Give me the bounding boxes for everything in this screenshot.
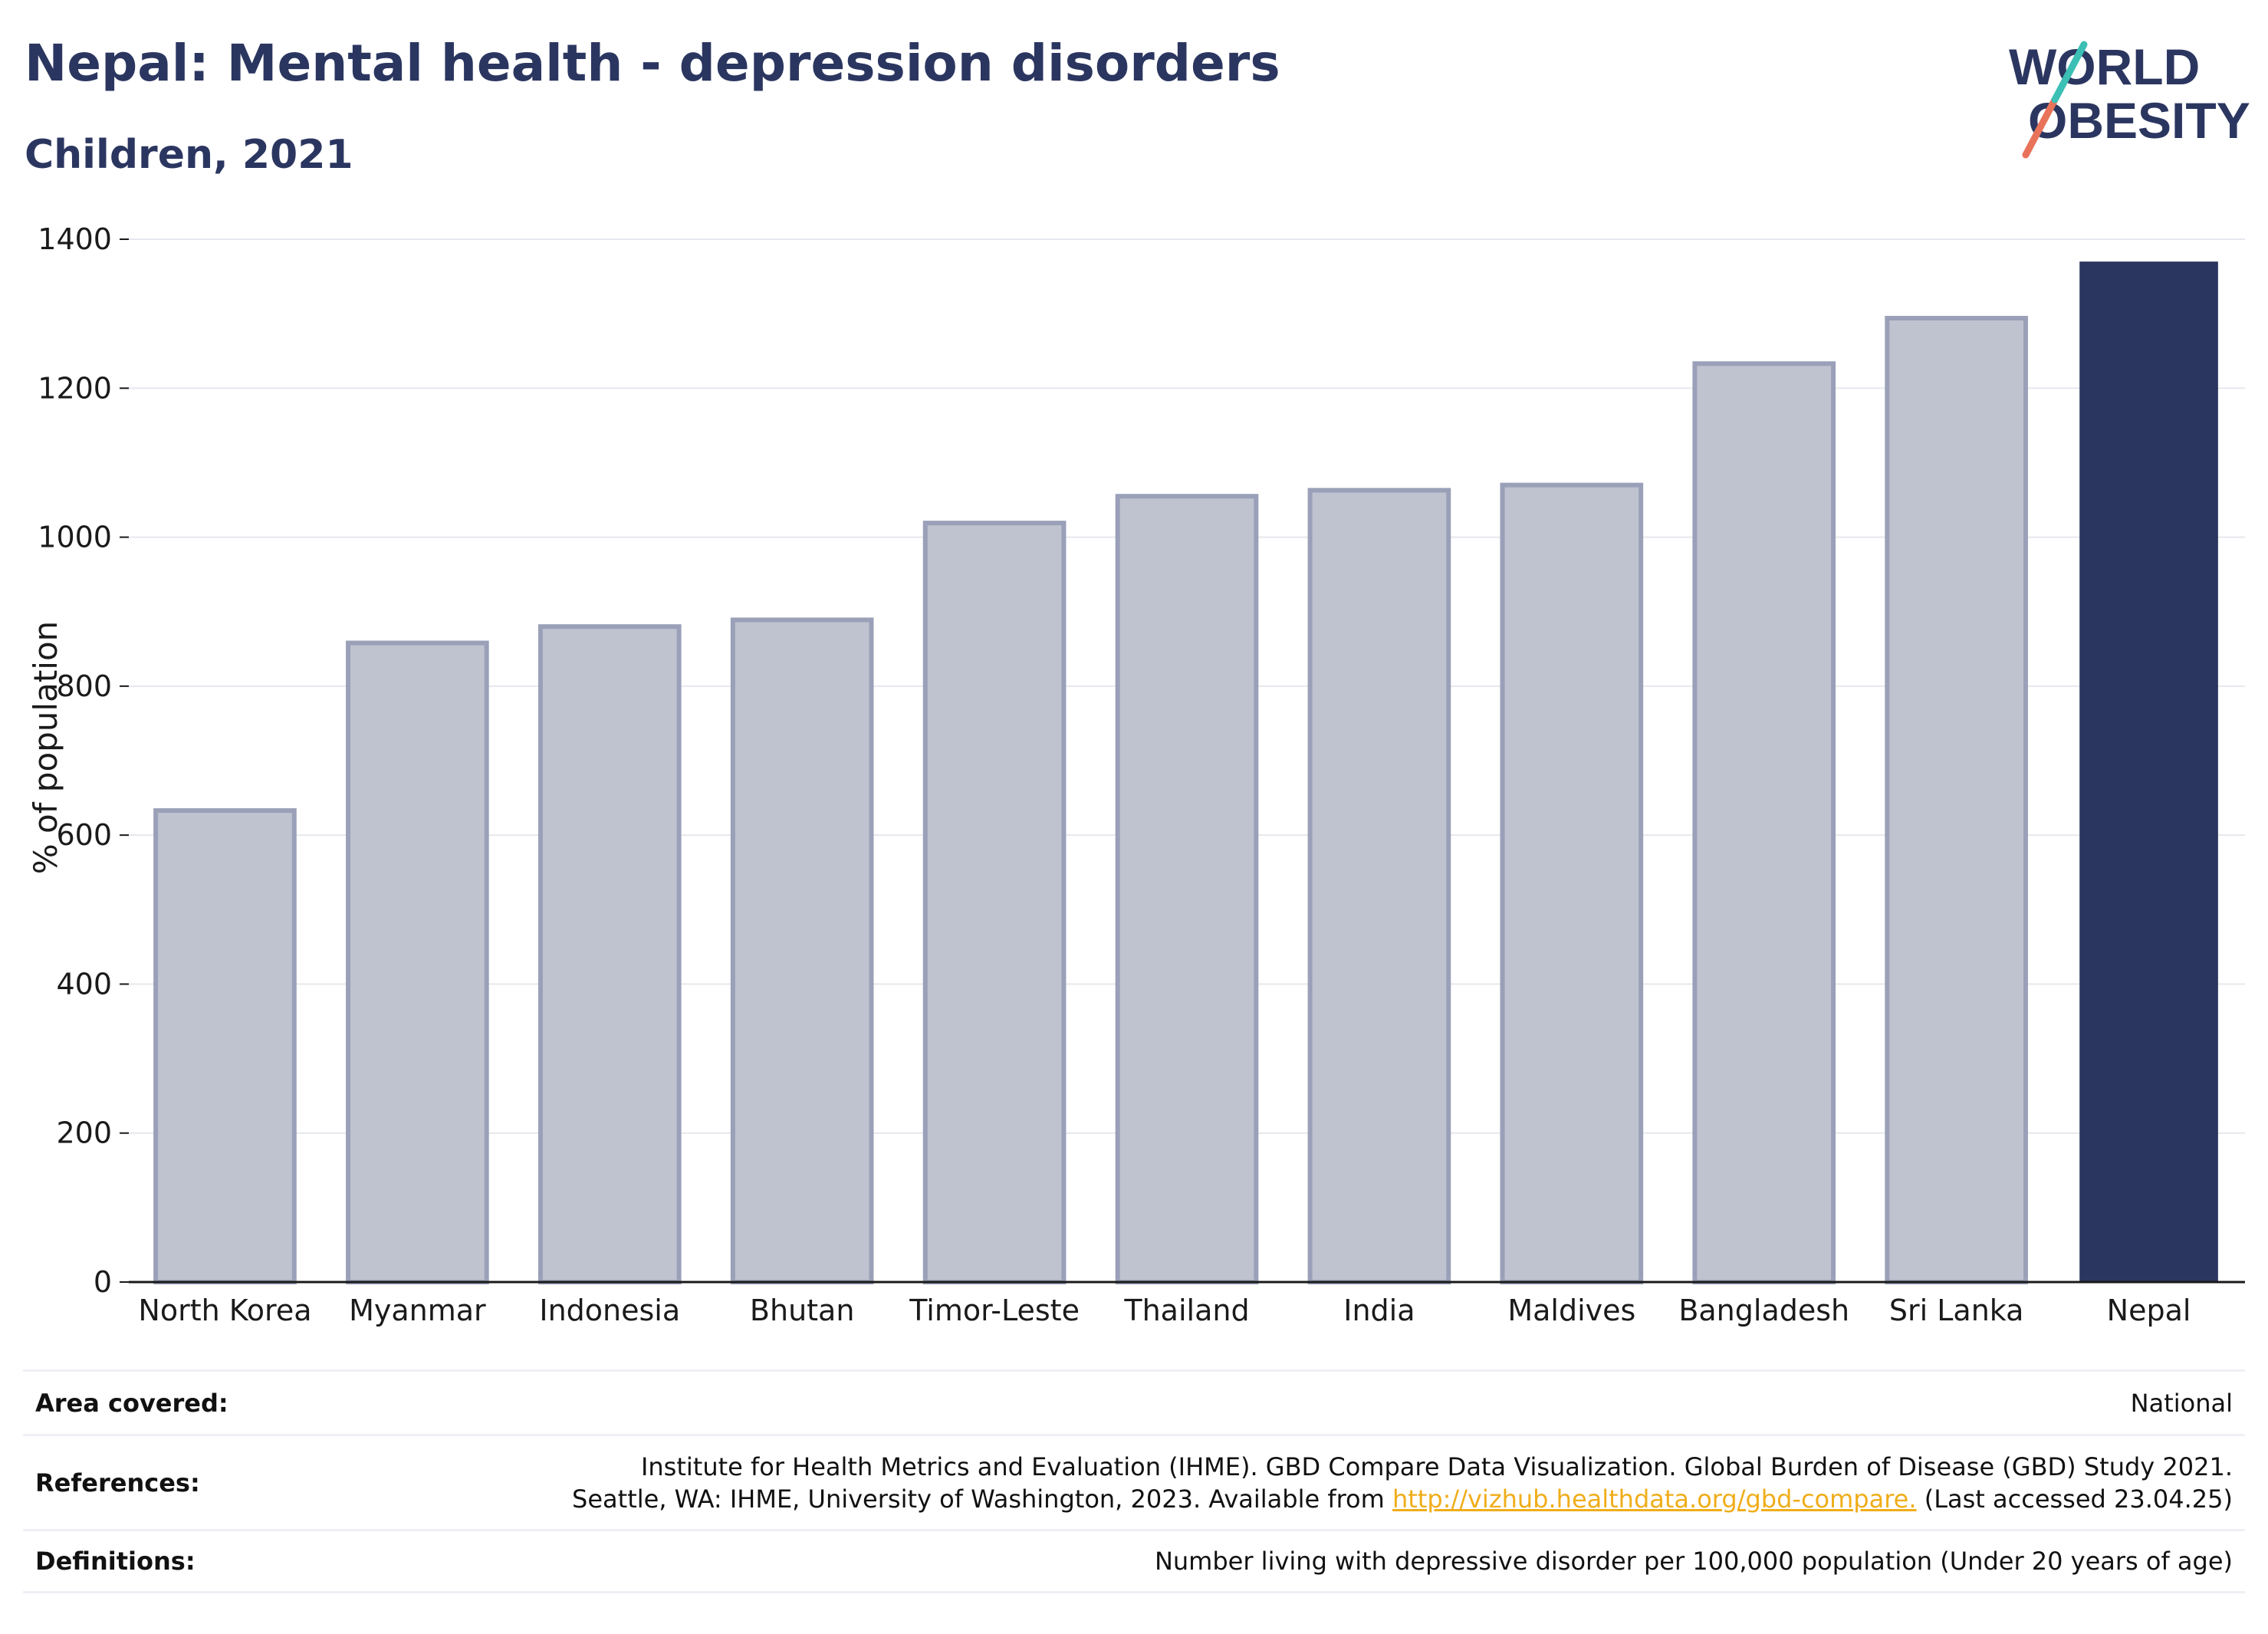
y-axis-label: % of population (27, 621, 64, 875)
y-tick-label: 0 (94, 1265, 112, 1299)
bar-sri-lanka (1885, 315, 2028, 1284)
x-tick-label: India (1343, 1294, 1415, 1327)
y-tick-label: 800 (56, 669, 112, 703)
bar-nepal (2079, 261, 2218, 1283)
info-row-area: Area covered: National (23, 1369, 2245, 1434)
x-tick-label: Maldives (1507, 1294, 1635, 1327)
info-row-references: References: Institute for Health Metrics… (23, 1434, 2245, 1529)
logo-line2: OBESITY (2028, 92, 2250, 149)
definitions-value: Number living with depressive disorder p… (1154, 1547, 2233, 1576)
x-tick-label: Timor-Leste (909, 1294, 1080, 1327)
area-label: Area covered: (35, 1388, 228, 1418)
bar-indonesia (537, 624, 682, 1284)
bar-bhutan (730, 617, 874, 1284)
references-line2-post: (Last accessed 23.04.25) (1916, 1484, 2233, 1514)
x-tick-label: Bhutan (750, 1294, 855, 1327)
y-tick-label: 600 (56, 818, 112, 852)
y-tick-label: 1400 (38, 222, 112, 256)
area-value: National (2130, 1388, 2233, 1418)
info-table: Area covered: National References: Insti… (23, 1369, 2245, 1593)
definitions-label: Definitions: (35, 1547, 196, 1576)
x-tick-label: Sri Lanka (1889, 1294, 2024, 1327)
references-link[interactable]: http://vizhub.healthdata.org/gbd-compare… (1392, 1484, 1917, 1514)
bar-timor-leste (922, 521, 1067, 1284)
axes: 0 200 400 600 800 1000 1200 1400 North Korea Myan… (38, 222, 2245, 1327)
y-tick-label: 400 (56, 967, 112, 1001)
x-tick-label: Myanmar (349, 1294, 486, 1327)
references-line1: Institute for Health Metrics and Evaluat… (640, 1452, 2233, 1481)
references-value: Institute for Health Metrics and Evaluat… (572, 1451, 2233, 1515)
x-tick-label: Indonesia (539, 1294, 680, 1327)
bar-thailand (1115, 494, 1259, 1285)
x-tick-label: Nepal (2107, 1294, 2191, 1327)
y-tick-label: 1200 (38, 371, 112, 405)
y-tick-label: 200 (56, 1116, 112, 1150)
bar-bangladesh (1692, 361, 1836, 1285)
bar-north-korea (153, 808, 297, 1284)
world-obesity-logo: WORLD OBESITY (2009, 38, 2250, 159)
chart-title: Nepal: Mental health - depression disord… (25, 34, 1280, 93)
references-label: References: (35, 1468, 200, 1498)
chart-subtitle: Children, 2021 (25, 132, 353, 178)
bars (153, 261, 2218, 1285)
x-tick-label: North Korea (138, 1294, 311, 1327)
x-tick-label: Bangladesh (1678, 1294, 1849, 1327)
bar-myanmar (346, 640, 489, 1284)
logo-line1: WORLD (2009, 38, 2200, 95)
references-line2-pre: Seattle, WA: IHME, University of Washing… (572, 1484, 1392, 1514)
x-tick-label: Thailand (1123, 1294, 1249, 1327)
bar-chart: 0 200 400 600 800 1000 1200 1400 North Korea Myan… (27, 222, 2245, 1327)
y-tick-label: 1000 (38, 521, 112, 554)
bar-india (1307, 488, 1451, 1284)
bar-maldives (1500, 482, 1644, 1284)
info-row-definitions: Definitions: Number living with depressi… (23, 1529, 2245, 1593)
